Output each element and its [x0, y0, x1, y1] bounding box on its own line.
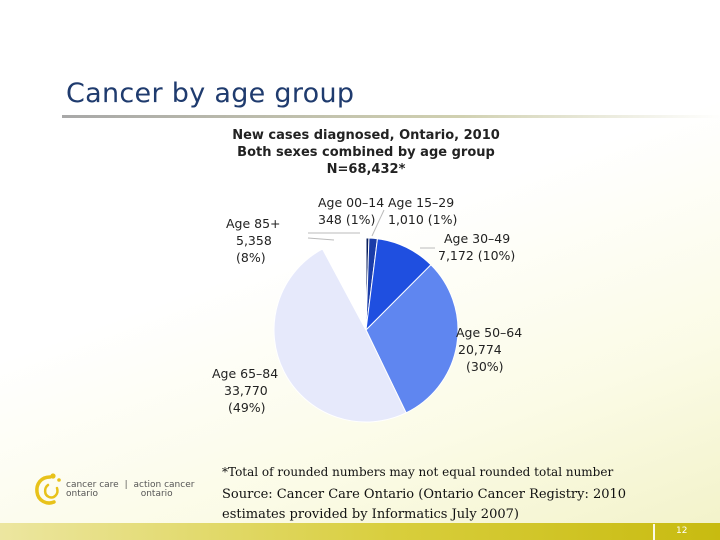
- chart-title-line-2: Both sexes combined by age group: [237, 145, 495, 160]
- logo-right-line-2: ontario: [140, 489, 173, 499]
- slice-percent-age-65-84: (49%): [228, 400, 266, 415]
- logo-mark-icon: [35, 473, 61, 505]
- pie-slice-age-65-84: [273, 248, 407, 423]
- slice-percent-age-50-64: (30%): [466, 359, 504, 374]
- leader-lines: [307, 209, 435, 249]
- logo-separator: |: [124, 480, 128, 490]
- slice-percent-age-85: (8%): [236, 250, 266, 265]
- slice-value-percent-age-30-49: 7,172 (10%): [438, 248, 515, 263]
- logo-left-line-2: ontario: [66, 489, 98, 499]
- slice-label-age-65-84: Age 65–84: [212, 366, 278, 381]
- slice-value-age-85: 5,358: [236, 233, 272, 248]
- leader-line-age-15-29: [371, 209, 385, 237]
- title-rule: [62, 115, 720, 118]
- slice-value-age-65-84: 33,770: [224, 383, 268, 398]
- pie-slice-age-50-64: [365, 264, 459, 414]
- slice-value-age-50-64: 20,774: [458, 342, 502, 357]
- source-note: Source: Cancer Care Ontario (Ontario Can…: [222, 487, 627, 522]
- slide-title: Cancer by age group: [66, 78, 355, 109]
- logo-text: cancer care | action cancer ontario onta…: [66, 481, 194, 499]
- slice-label-age-85: Age 85+: [226, 216, 281, 231]
- pie-slice-age-85: [321, 237, 367, 331]
- slice-value-percent-age-00-14: 348 (1%): [318, 212, 375, 227]
- slice-value-percent-age-15-29: 1,010 (1%): [388, 212, 457, 227]
- slice-label-age-30-49: Age 30–49: [444, 231, 510, 246]
- footer-bar: [0, 523, 720, 540]
- leader-line-age-85: [307, 237, 335, 241]
- slice-label-age-50-64: Age 50–64: [456, 325, 522, 340]
- slice-labels: Age 00–14 348 (1%) Age 15–29 1,010 (1%) Age …: [212, 195, 522, 415]
- slice-label-age-15-29: Age 15–29: [388, 195, 454, 210]
- slice-label-age-00-14: Age 00–14: [318, 195, 384, 210]
- logo-left-line-1: cancer care: [66, 480, 119, 490]
- chart-title-line-1: New cases diagnosed, Ontario, 2010: [232, 128, 500, 143]
- footnote: *Total of rounded numbers may not equal …: [222, 465, 614, 479]
- footer-divider: [653, 524, 655, 540]
- pie-slices: [273, 237, 459, 423]
- page-number: 12: [676, 526, 688, 536]
- logo-right-line-1: action cancer: [133, 480, 195, 490]
- chart-title-line-3: N=68,432*: [327, 162, 406, 177]
- cancer-care-ontario-logo: cancer care | action cancer ontario onta…: [34, 471, 214, 507]
